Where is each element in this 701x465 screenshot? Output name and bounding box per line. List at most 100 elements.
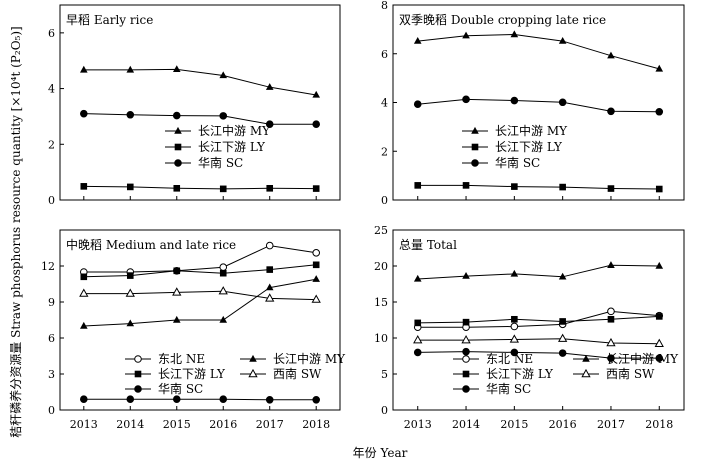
data-point — [311, 294, 321, 303]
legend-entry: 长江中游 MY — [495, 123, 568, 138]
data-point — [219, 269, 227, 277]
data-point — [126, 183, 134, 191]
data-point — [509, 334, 519, 343]
y-tick-label: 2 — [48, 138, 55, 151]
legend-entry: 西南 SW — [273, 366, 322, 381]
y-tick-label: 6 — [48, 332, 55, 345]
plot-frame — [59, 4, 341, 201]
data-point — [80, 273, 88, 281]
data-point — [79, 288, 89, 297]
data-point — [219, 185, 227, 193]
legend-marker — [174, 143, 182, 151]
data-point — [80, 395, 88, 404]
panel-title: 早稻 Early rice — [66, 13, 153, 27]
x-tick-label: 2014 — [452, 418, 480, 431]
series-line — [83, 264, 317, 278]
series-3 — [80, 109, 321, 129]
series-line — [417, 338, 660, 345]
legend-entry: 长江中游 MY — [606, 351, 679, 366]
data-point — [607, 354, 615, 362]
data-point — [312, 120, 321, 129]
y-tick-label: 0 — [381, 194, 388, 207]
data-point — [607, 261, 615, 268]
x-axis-label: 年份 Year — [353, 446, 408, 460]
data-point — [126, 395, 135, 404]
y-tick-label: 5 — [381, 368, 388, 381]
y-tick-label: 8 — [381, 0, 388, 12]
legend-entry: 长江下游 LY — [198, 140, 266, 154]
data-point — [172, 111, 181, 120]
legend-entry: 长江下游 LY — [158, 367, 226, 381]
data-point — [173, 267, 181, 275]
data-point — [265, 83, 274, 90]
data-point — [511, 183, 518, 190]
data-point — [558, 36, 567, 44]
data-point — [126, 272, 134, 279]
data-point — [655, 261, 664, 269]
y-tick-label: 0 — [48, 194, 55, 207]
data-point — [655, 313, 663, 320]
panel-title: 中晚稻 Medium and late rice — [66, 237, 236, 252]
x-tick-label: 2013 — [404, 418, 432, 431]
legend-marker — [174, 126, 182, 134]
data-point — [126, 110, 135, 119]
data-point — [265, 293, 275, 302]
data-point — [462, 318, 470, 326]
data-point — [312, 185, 320, 192]
y-tick-label: 4 — [48, 83, 55, 96]
x-tick-label: 2013 — [70, 418, 98, 431]
data-point — [654, 338, 664, 347]
legend-entry: 华南 SC — [495, 155, 540, 170]
x-tick-label: 2017 — [597, 418, 625, 431]
data-point — [312, 275, 320, 282]
legend-marker — [462, 385, 470, 393]
series-4 — [413, 333, 664, 347]
series-line — [83, 398, 317, 401]
x-tick-label: 2015 — [163, 418, 191, 431]
data-point — [266, 266, 274, 273]
data-point — [414, 319, 422, 327]
legend-marker — [471, 126, 479, 134]
data-point — [126, 319, 135, 327]
series-line — [417, 351, 660, 359]
series-1 — [80, 65, 320, 98]
y-axis-label: 秸秆磷养分资源量 Straw phosphorus resource quant… — [8, 26, 23, 437]
legend-marker — [134, 385, 142, 393]
legend-marker — [249, 354, 257, 362]
data-point — [606, 337, 616, 347]
data-point — [265, 241, 274, 250]
y-tick-label: 12 — [41, 260, 55, 273]
y-tick-label: 0 — [381, 404, 388, 417]
legend-entry: 长江下游 LY — [486, 367, 554, 381]
data-point — [172, 395, 181, 404]
data-point — [80, 321, 88, 329]
data-point — [462, 95, 470, 104]
series-5 — [413, 347, 664, 362]
y-tick-label: 6 — [381, 48, 388, 61]
y-tick-label: 6 — [48, 27, 55, 40]
panel-2: 0 2 4 6 8 双季晚稻 Double cropping late rice 长江中游 … — [381, 0, 685, 207]
legend: 东北 NE 长江中游 MY 长江下游 LY 西南 SW 华南 SC — [453, 351, 679, 396]
series-line — [417, 184, 660, 190]
series-line — [417, 33, 660, 70]
legend-marker — [581, 368, 591, 378]
y-tick-label: 0 — [48, 404, 55, 417]
series-1 — [413, 307, 664, 332]
data-point — [80, 65, 88, 73]
y-tick-label: 3 — [48, 368, 55, 381]
data-point — [558, 272, 567, 280]
data-point — [413, 335, 423, 344]
legend-marker — [134, 370, 142, 378]
series-line — [83, 245, 317, 273]
series-3 — [413, 95, 664, 116]
data-point — [510, 322, 519, 331]
data-point — [219, 315, 228, 323]
data-point — [172, 315, 181, 323]
data-point — [607, 51, 615, 59]
data-point — [266, 185, 274, 192]
panel-title: 总量 Total — [399, 238, 457, 252]
data-point — [559, 318, 566, 325]
